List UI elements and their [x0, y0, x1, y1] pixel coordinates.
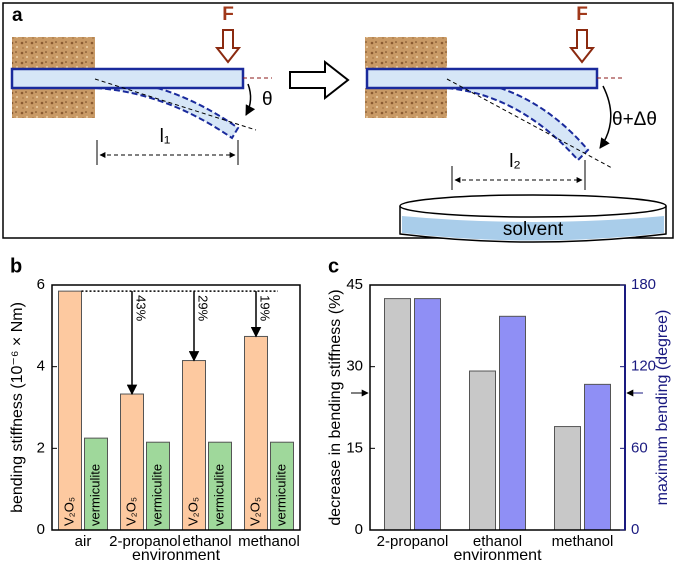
y-axis-label: decrease in bending stiffness (%)	[327, 289, 344, 525]
y-axis-label: bending stiffness (10⁻⁶ × Nm)	[9, 302, 26, 513]
decrease-label: 19%	[258, 295, 273, 321]
dish-rim	[399, 194, 667, 218]
y-tick-label: 2	[37, 439, 45, 456]
y2-axis-label: maximum bending (degree)	[654, 310, 671, 506]
force-arrow	[568, 29, 596, 64]
bar	[554, 426, 581, 531]
transition-arrow	[289, 59, 350, 101]
force-arrow	[214, 29, 242, 64]
y-tick-label: 6	[37, 276, 45, 293]
length-label: l₁	[160, 126, 171, 147]
y-tick-label: 4	[37, 358, 45, 375]
bar-label: vermiculite	[149, 464, 164, 526]
length-label: l₂	[509, 151, 521, 172]
bar	[414, 298, 441, 531]
beam	[365, 67, 599, 90]
clamp	[365, 37, 447, 69]
x-tick-label: air	[75, 533, 92, 550]
decrease-label: 29%	[196, 295, 211, 321]
bar-label: V₂O₅	[247, 497, 262, 526]
x-axis-label: environment	[453, 547, 542, 563]
setup-left: F θ l₁	[10, 4, 273, 165]
y-tick-label: 45	[346, 276, 363, 293]
force-label: F	[576, 4, 588, 25]
container-label: solvent	[503, 219, 564, 240]
angle-arrow	[599, 85, 612, 149]
y-tick-label: 30	[346, 358, 363, 375]
bar-label: vermiculite	[211, 464, 226, 526]
clamp	[365, 88, 447, 118]
y2-tick-label: 60	[631, 439, 648, 456]
y-tick-label: 0	[355, 521, 363, 538]
decrease-label: 43%	[134, 295, 149, 321]
bar	[469, 370, 496, 531]
tangent	[94, 78, 257, 131]
x-tick-label: ethanol	[182, 533, 231, 550]
bar	[58, 290, 82, 531]
bar-label: V₂O₅	[61, 497, 76, 526]
angle-label: θ	[262, 89, 273, 110]
y2-tick-label: 180	[631, 276, 656, 293]
x-tick-label: 2-propanol	[109, 533, 181, 550]
panel-label: c	[328, 255, 339, 277]
clamp	[12, 37, 95, 69]
force-label: F	[222, 4, 234, 25]
x-tick-label: methanol	[552, 533, 614, 550]
panel-label: a	[12, 5, 23, 26]
y2-tick-label: 0	[631, 521, 639, 538]
x-tick-label: ethanol	[473, 533, 522, 550]
y-tick-label: 15	[346, 439, 363, 456]
tangent	[446, 78, 613, 169]
x-tick-label: 2-propanol	[377, 533, 449, 550]
bar-label: V₂O₅	[185, 497, 200, 526]
solvent-liquid	[402, 216, 664, 241]
setup-right: F θ+Δθ l₂ solvent	[365, 4, 667, 243]
panel-label: b	[10, 255, 22, 277]
beam	[10, 67, 245, 90]
x-axis-label: environment	[132, 547, 221, 563]
bar	[499, 315, 526, 531]
bar-label: V₂O₅	[123, 497, 138, 526]
bar-label: vermiculite	[273, 464, 288, 526]
angle-arrow	[245, 83, 256, 116]
angle-label: θ+Δθ	[612, 109, 657, 130]
clamp	[12, 88, 95, 118]
plot-frame	[51, 284, 301, 531]
y2-tick-label: 120	[631, 358, 656, 375]
y-tick-label: 0	[37, 521, 45, 538]
bar	[384, 298, 411, 531]
bar-label: vermiculite	[87, 464, 102, 526]
x-tick-label: methanol	[238, 533, 300, 550]
bar	[584, 383, 611, 531]
